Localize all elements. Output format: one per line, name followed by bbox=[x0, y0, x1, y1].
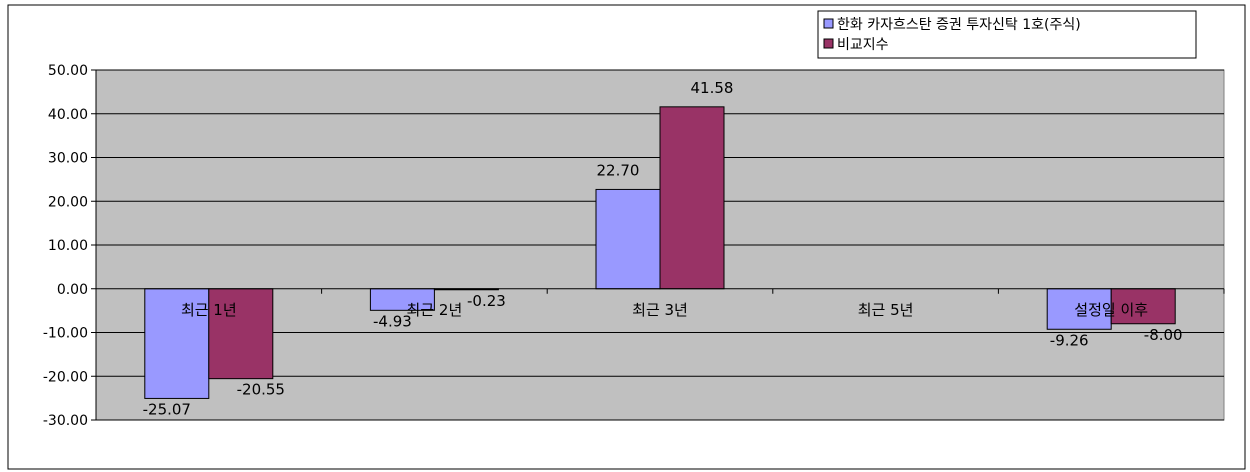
y-tick-label: 50.00 bbox=[48, 63, 88, 79]
data-label: -8.00 bbox=[1144, 326, 1183, 344]
legend-box bbox=[817, 10, 1197, 59]
y-tick-label: -20.00 bbox=[43, 369, 88, 385]
legend-label: 비교지수 bbox=[837, 37, 889, 53]
bar bbox=[208, 288, 274, 380]
legend: 한화 카자흐스탄 증권 투자신탁 1호(주식) 비교지수 bbox=[817, 10, 1197, 59]
x-tick-label: 최근 1년 bbox=[181, 301, 237, 319]
bar bbox=[1110, 288, 1176, 325]
data-labels: -25.07 -4.93 22.70 -9.26 -20.55 -0.23 41.58 -8.… bbox=[143, 79, 1183, 419]
data-label: -25.07 bbox=[143, 400, 191, 418]
bars bbox=[144, 106, 1176, 399]
x-tick-label: 최근 3년 bbox=[632, 301, 688, 319]
y-tick-label: 10.00 bbox=[48, 238, 88, 254]
bar bbox=[595, 188, 661, 290]
y-tick-label: 20.00 bbox=[48, 194, 88, 210]
bar bbox=[144, 288, 210, 399]
x-tick-label: 최근 5년 bbox=[858, 301, 914, 319]
legend-swatch bbox=[823, 38, 834, 49]
data-label: -4.93 bbox=[373, 312, 412, 330]
legend-label: 한화 카자흐스탄 증권 투자신탁 1호(주식) bbox=[837, 17, 1081, 33]
bar bbox=[1046, 288, 1112, 330]
y-tick-label: 30.00 bbox=[48, 151, 88, 167]
y-tick-label: -10.00 bbox=[43, 326, 88, 342]
data-label: -20.55 bbox=[237, 381, 285, 399]
x-tick-label: 설정일 이후 bbox=[1074, 301, 1148, 319]
x-axis: 최근 1년 최근 2년 최근 3년 최근 5년 설정일 이후 bbox=[95, 288, 1225, 319]
bar bbox=[659, 106, 725, 290]
data-label: 41.58 bbox=[691, 79, 734, 97]
data-label: -0.23 bbox=[467, 292, 506, 310]
y-tick-label: 0.00 bbox=[57, 282, 88, 298]
data-label: -9.26 bbox=[1050, 331, 1089, 349]
y-tick-label: 40.00 bbox=[48, 107, 88, 123]
legend-swatch bbox=[823, 18, 834, 29]
x-tick-label: 최근 2년 bbox=[407, 301, 463, 319]
data-label: 22.70 bbox=[597, 161, 640, 179]
y-tick-label: -30.00 bbox=[43, 413, 88, 429]
y-axis: 50.00 40.00 30.00 20.00 10.00 0.00 -10.00 -20.0… bbox=[43, 63, 97, 429]
